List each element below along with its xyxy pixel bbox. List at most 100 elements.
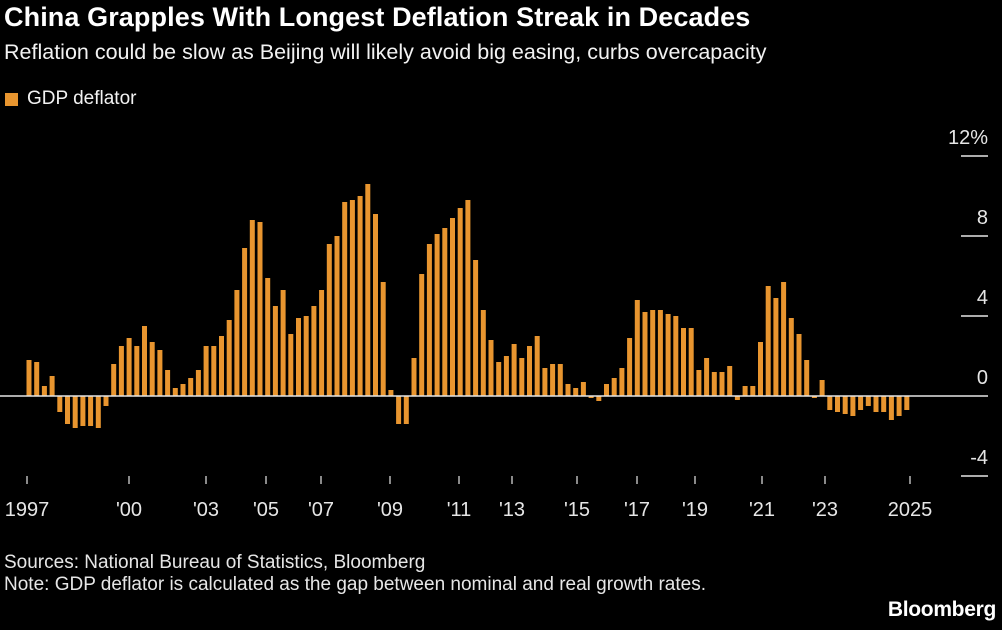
bar (118, 346, 124, 396)
bar (819, 380, 825, 396)
bar (811, 396, 817, 398)
bar (519, 358, 525, 396)
bar (65, 396, 70, 424)
bar (711, 372, 717, 396)
bar (249, 220, 255, 396)
bar (203, 346, 209, 396)
x-tick-label: 2025 (888, 499, 933, 521)
bar (450, 218, 455, 396)
sources-text: Sources: National Bureau of Statistics, … (4, 552, 426, 573)
bar (850, 396, 856, 416)
bar (611, 378, 617, 396)
bar (242, 248, 248, 396)
bar (642, 312, 648, 396)
bar (788, 318, 794, 396)
bar (627, 338, 633, 396)
bloomberg-logo: Bloomberg (887, 598, 996, 621)
x-tick-label: '23 (812, 499, 838, 521)
bar (303, 316, 309, 396)
y-tick-label: 8 (977, 207, 988, 229)
bar (673, 316, 679, 396)
bar (219, 336, 224, 396)
bar (342, 202, 348, 396)
bar (288, 334, 294, 396)
bar (881, 396, 887, 412)
x-tick-label: '17 (624, 499, 650, 521)
bar (565, 384, 571, 396)
bar (319, 290, 325, 396)
bar (426, 244, 432, 396)
bar (742, 386, 748, 396)
bar (527, 346, 532, 396)
bar (411, 358, 417, 396)
bar (888, 396, 894, 420)
bar (550, 364, 556, 396)
y-tick-label: -4 (970, 447, 988, 469)
bar (604, 384, 609, 396)
bar (511, 344, 517, 396)
chart-subtitle: Reflation could be slow as Beijing will … (4, 40, 767, 64)
bar (373, 214, 378, 396)
bar (665, 314, 671, 396)
bar (126, 338, 132, 396)
bar (111, 364, 117, 396)
x-tick-label: '00 (116, 499, 142, 521)
bar (496, 362, 502, 396)
bar (657, 310, 663, 396)
bar (896, 396, 902, 416)
y-tick-label: 0 (977, 367, 988, 389)
bar (473, 260, 479, 396)
bar (88, 396, 94, 426)
note-text: Note: GDP deflator is calculated as the … (4, 574, 706, 595)
bar (34, 362, 40, 396)
bar (804, 360, 810, 396)
bar (257, 222, 263, 396)
bar (750, 386, 756, 396)
bar (396, 396, 402, 424)
bar (234, 290, 240, 396)
legend-swatch (5, 92, 18, 106)
bar (719, 372, 725, 396)
legend-label: GDP deflator (27, 88, 137, 109)
bar (334, 236, 340, 396)
bar (704, 358, 710, 396)
bar (858, 396, 864, 410)
bar (95, 396, 101, 428)
bar (388, 390, 394, 396)
bar (296, 318, 301, 396)
bar (349, 200, 355, 396)
bar (596, 396, 602, 401)
bar (365, 184, 371, 396)
bar (758, 342, 763, 396)
bar (41, 386, 47, 396)
bar (195, 370, 201, 396)
bar (280, 290, 286, 396)
bar (326, 244, 332, 396)
bar (57, 396, 63, 412)
x-tick-label: '15 (564, 499, 590, 521)
bar (272, 306, 278, 396)
bar (534, 336, 540, 396)
bar (380, 282, 386, 396)
bar (842, 396, 848, 414)
bar (765, 286, 771, 396)
bar (696, 370, 702, 396)
bar (180, 384, 186, 396)
bar (142, 326, 147, 396)
bar (781, 282, 787, 396)
bar (734, 396, 740, 400)
bar (773, 298, 779, 396)
bar (149, 342, 155, 396)
bar (265, 278, 271, 396)
bar (650, 310, 656, 396)
bar (211, 346, 217, 396)
y-tick-label: 12% (948, 127, 988, 149)
bar (688, 328, 694, 396)
bar (165, 370, 171, 396)
footer: Sources: National Bureau of Statistics, … (4, 552, 764, 596)
bar (681, 328, 686, 396)
bar (619, 368, 625, 396)
bar (835, 396, 840, 412)
bar (580, 382, 586, 396)
